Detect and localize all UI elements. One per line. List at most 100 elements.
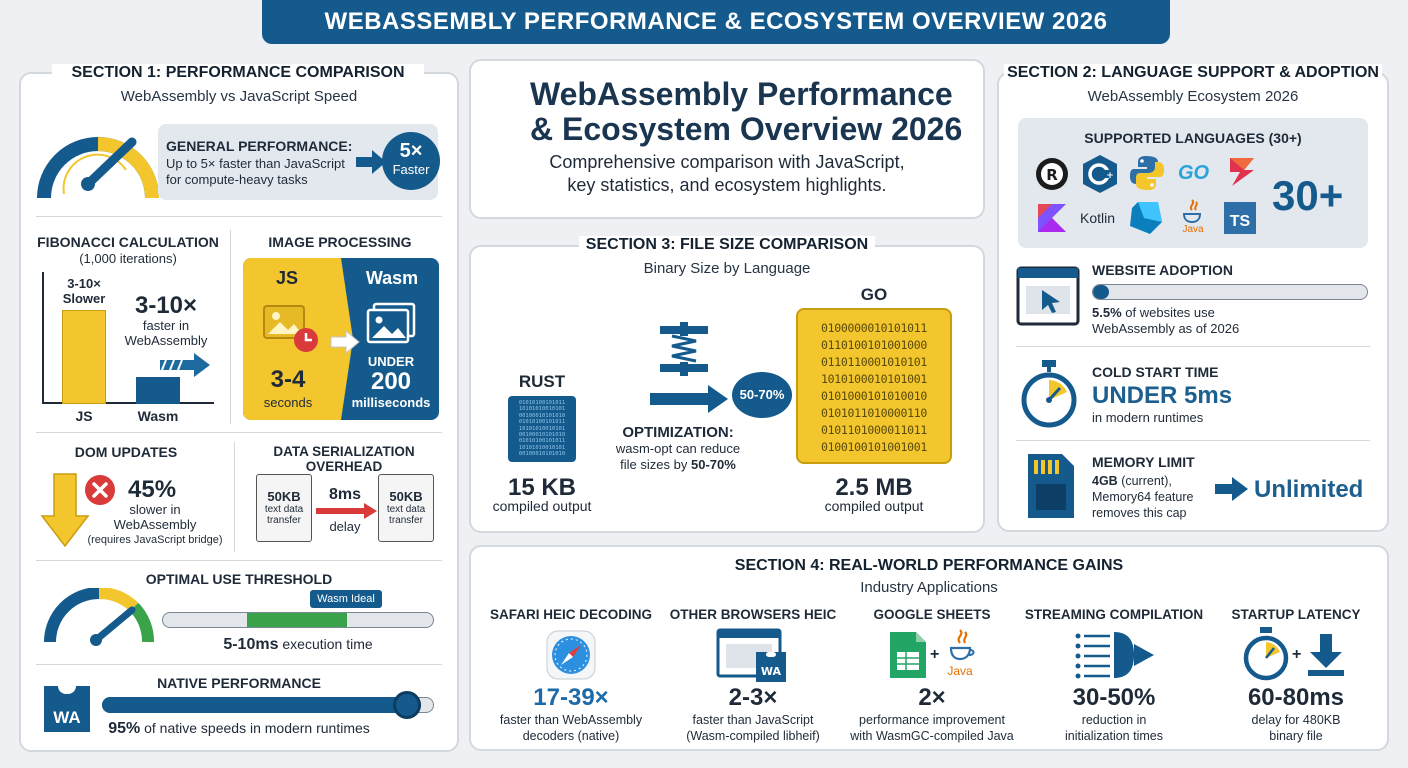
- serialization-title: DATA SERIALIZATION OVERHEAD: [273, 444, 415, 474]
- typescript-icon: TS: [1224, 202, 1256, 234]
- hero-panel: [469, 59, 985, 219]
- dom-updates-note: (requires JavaScript bridge): [87, 534, 223, 546]
- native-caption: 95% of native speeds in modern runtimes: [36, 720, 442, 738]
- threshold-track: [162, 612, 434, 628]
- adoption-fill: [1093, 285, 1109, 299]
- cold-start-value: UNDER 5ms: [1092, 382, 1233, 409]
- item-value: 2-3×: [728, 684, 778, 711]
- general-performance-text1: Up to 5× faster than JavaScript: [166, 156, 345, 171]
- native-value: 95%: [108, 720, 141, 737]
- section1-subtitle: WebAssembly vs JavaScript Speed: [120, 88, 358, 105]
- languages-title: SUPPORTED LANGUAGES (30+): [1084, 130, 1302, 146]
- binary-row: 00100010101010: [518, 432, 566, 439]
- arrow-right-icon: [356, 150, 386, 174]
- serialization-delay-label: delay: [329, 519, 361, 534]
- go-binary-rows: 0100000010101011 0110100101001000 01101100…: [804, 320, 944, 456]
- binary-row: 00100010101010: [518, 451, 566, 458]
- native-label: of native speeds in modern runtimes: [144, 720, 370, 736]
- hero-title-line2: & Ecosystem Overview 2026: [530, 111, 963, 147]
- image-clock-icon: [263, 305, 318, 352]
- js-bar: [62, 310, 106, 404]
- section4-panel: [469, 545, 1389, 751]
- item-title: STARTUP LATENCY: [1231, 607, 1361, 622]
- serialization-doc-size: 50KB: [267, 489, 301, 504]
- item-value: 30-50%: [1072, 684, 1156, 711]
- arrow-right-red-icon: [316, 503, 377, 519]
- serialization-doc-size: 50KB: [389, 489, 423, 504]
- image-icon: [366, 302, 416, 344]
- arrow-right-icon: [1215, 477, 1248, 501]
- rust-caption: compiled output: [492, 498, 592, 514]
- item-value: 60-80ms: [1247, 684, 1345, 711]
- fibonacci-text1: faster in: [142, 318, 190, 333]
- cold-start-title: COLD START TIME: [1092, 364, 1219, 380]
- rust-icon: R: [1036, 158, 1068, 190]
- native-knob: [393, 691, 421, 719]
- binary-row: 0101101000011011: [821, 423, 927, 437]
- memory-result: Unlimited: [1254, 476, 1364, 503]
- cpp-icon: +: [1083, 155, 1117, 193]
- adoption-title: WEBSITE ADOPTION: [1092, 262, 1234, 278]
- optimization-badge: 50-70%: [732, 372, 792, 418]
- dom-updates-text2: WebAssembly: [113, 517, 197, 532]
- optimization-text2: file sizes by 50-70%: [600, 457, 756, 472]
- wasm-bar: [136, 377, 180, 404]
- binary-row: 01010100101011: [518, 438, 566, 445]
- rust-label: RUST: [518, 372, 566, 391]
- java-cup-icon: [949, 629, 975, 661]
- dom-updates-text1: slower in: [129, 502, 181, 517]
- binary-row: 01010100101011: [518, 419, 566, 426]
- download-icon: [1308, 634, 1344, 676]
- section4-subtitle: Industry Applications: [860, 579, 998, 596]
- serialization-doc-right: 50KB text data transfer: [378, 474, 434, 542]
- browser-window-icon: WA: [716, 628, 786, 682]
- item-text2: with WasmGC-compiled Java: [850, 729, 1014, 743]
- rust-value: 15 KB: [507, 474, 577, 501]
- plus-icon: +: [1292, 646, 1302, 663]
- adoption-text2: WebAssembly as of 2026: [1092, 321, 1240, 336]
- hero-title-line1: WebAssembly Performance: [530, 76, 953, 112]
- binary-row: 10101010010101: [518, 406, 566, 413]
- browser-cursor-icon: [1016, 266, 1080, 326]
- image-processing-js-value: 3-4: [270, 366, 306, 393]
- threshold-label: execution time: [282, 636, 373, 652]
- swift-icon: [1230, 158, 1254, 186]
- section3-subtitle: Binary Size by Language: [643, 260, 811, 277]
- item-text2: binary file: [1269, 729, 1323, 743]
- serialization-doc-text1: text data: [264, 504, 304, 515]
- speedometer-icon: [37, 137, 159, 199]
- fibonacci-text2: WebAssembly: [124, 333, 208, 348]
- error-x-icon: [85, 475, 115, 505]
- item-text2: decoders (native): [522, 729, 620, 743]
- item-text1: faster than JavaScript: [692, 713, 814, 727]
- memory-text-row: 4GB (current),: [1092, 474, 1172, 488]
- item-text1: reduction in: [1081, 713, 1147, 727]
- java-label: Java: [1182, 224, 1204, 235]
- rust-binary-rows: 01010100101011 10101010010101 001000101010…: [511, 400, 573, 458]
- go-value: 2.5 MB: [835, 474, 913, 501]
- general-performance-label: GENERAL PERFORMANCE:: [166, 138, 353, 154]
- binary-row: 10101010010101: [518, 444, 566, 451]
- arrow-right-icon: [330, 330, 360, 354]
- google-sheets-icon: [890, 632, 926, 678]
- wasm-logo-notch: [58, 686, 76, 694]
- binary-row: 10101010010101: [518, 425, 566, 432]
- divider: [1016, 346, 1370, 347]
- binary-row: 0101011010000110: [821, 406, 927, 420]
- streaming-icon: [1075, 632, 1154, 679]
- adoption-value: 5.5%: [1092, 305, 1122, 320]
- hero-subtitle-line1: Comprehensive comparison with JavaScript…: [549, 152, 905, 172]
- section2-title: SECTION 2: LANGUAGE SUPPORT & ADOPTION: [1004, 64, 1382, 82]
- memory-card-icon: [1028, 454, 1074, 518]
- gauge-icon: [44, 588, 154, 646]
- image-processing-wasm-value: 200: [370, 368, 412, 395]
- divider: [36, 216, 442, 217]
- binary-row: 0110100101001000: [821, 338, 927, 352]
- item-value: 17-39×: [533, 684, 609, 711]
- serialization-doc-left: 50KB text data transfer: [256, 474, 312, 542]
- image-processing-wasm-label: Wasm: [365, 268, 419, 288]
- svg-text:+: +: [1106, 171, 1114, 181]
- rust-icon-letter: R: [1046, 166, 1058, 184]
- optimization-text2-prefix: file sizes by: [620, 457, 688, 472]
- go-icon: GO: [1178, 162, 1210, 184]
